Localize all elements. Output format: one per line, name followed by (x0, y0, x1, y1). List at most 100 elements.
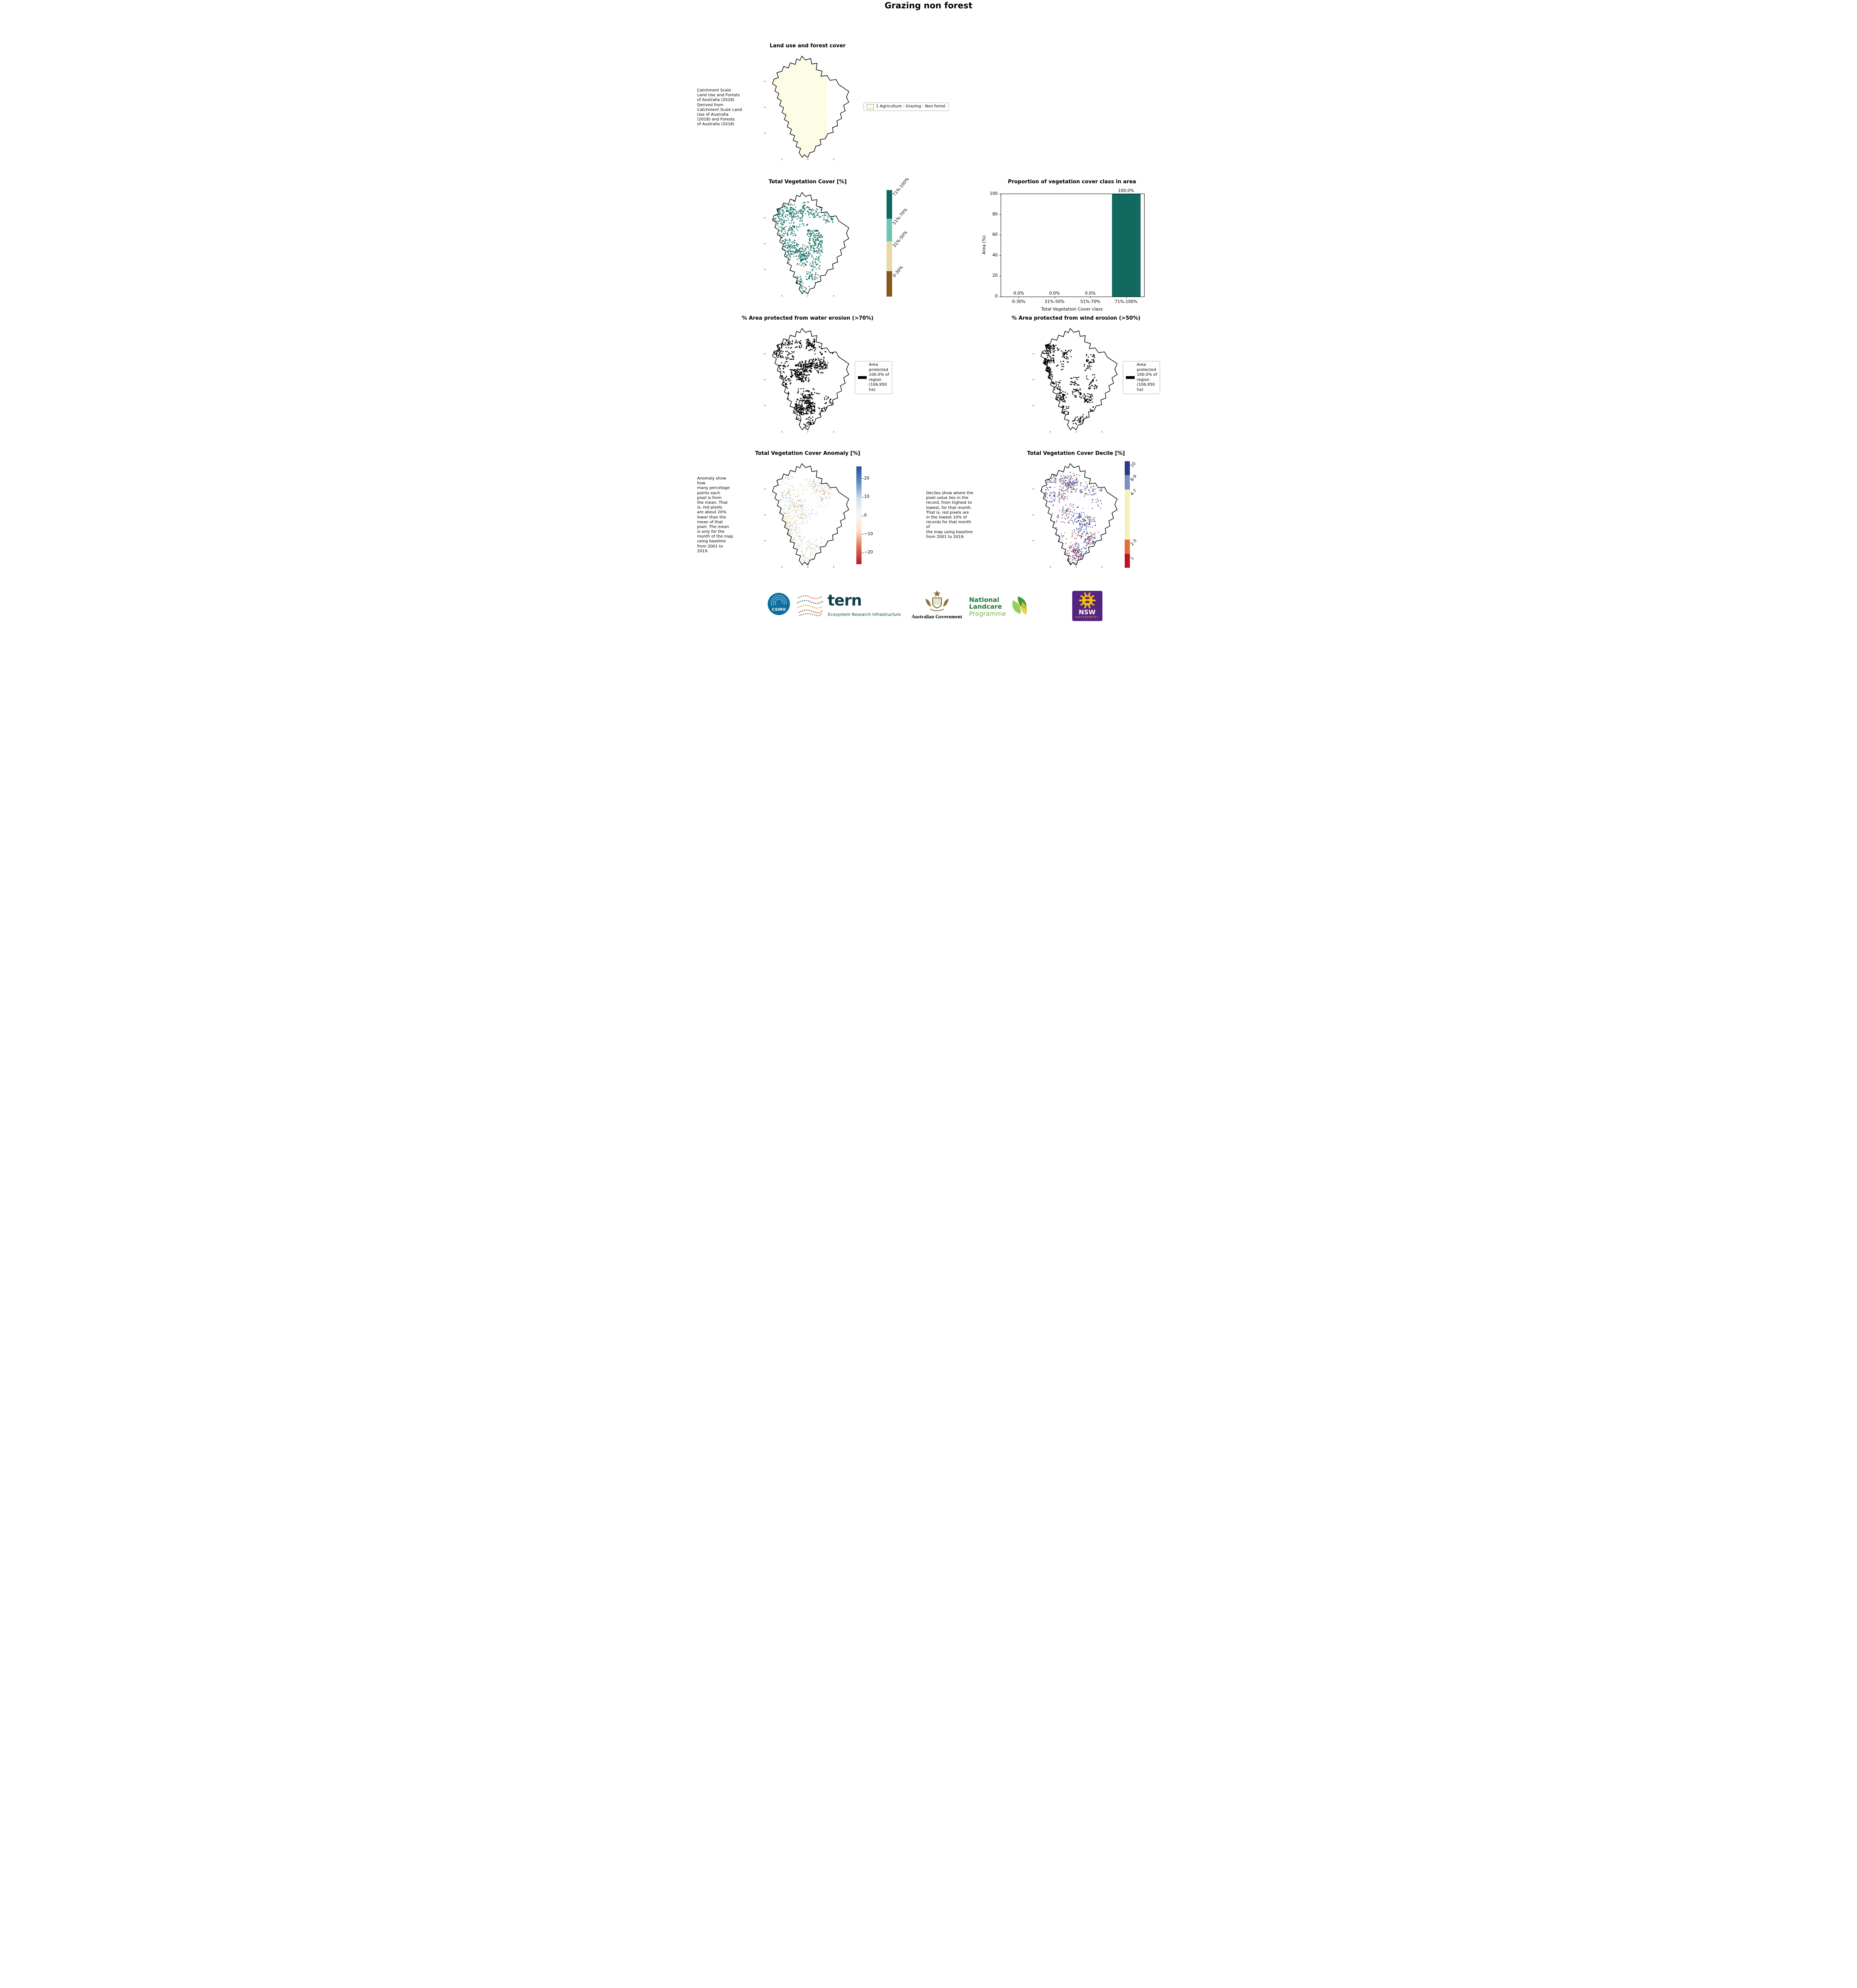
map-speckle-layer (1040, 336, 1102, 430)
landuse-caption: Catchment Scale Land Use and Forests of … (697, 88, 742, 127)
catchment-boundary (772, 463, 849, 565)
nsw-waratah-icon (1079, 592, 1096, 609)
bar (1112, 194, 1141, 297)
page-title: Grazing non forest (885, 1, 972, 10)
water-erosion-map (764, 328, 849, 433)
colorbar-tick-label: 4-7 (1129, 488, 1138, 497)
anomaly-colorbar-tick: 10 (862, 495, 869, 499)
wind-erosion-map (1032, 328, 1118, 433)
anomaly-colorbar-tick: 0 (862, 513, 867, 518)
decile-map (1032, 463, 1118, 568)
y-tick-label: 0 (995, 294, 1001, 299)
landuse-title: Land use and forest cover (770, 43, 846, 49)
bar-value-label: 0.0% (1049, 291, 1060, 296)
anomaly-title: Total Vegetation Cover Anomaly [%] (755, 450, 860, 456)
catchment-boundary (1040, 463, 1118, 565)
y-tick-label: 20 (992, 274, 1001, 278)
colorbar-segment (1124, 475, 1130, 489)
colorbar-tick-label: 8-9 (1129, 474, 1138, 482)
australian-government-label: Australian Government (911, 614, 962, 619)
landcare-line-1: National (969, 596, 999, 604)
wind-erosion-legend: Area protected 100.0% of region (106,950… (1122, 361, 1160, 394)
map-axis-ticks (1032, 353, 1102, 433)
colorbar-segment (1124, 539, 1130, 554)
x-tick-label: 71%-100% (1115, 297, 1137, 304)
map-axis-ticks (764, 81, 834, 160)
report-page: Grazing non forest Land use and forest c… (696, 0, 1161, 628)
colorbar-tick-label: 10 (1129, 461, 1137, 468)
wind-legend-swatch (1125, 376, 1135, 379)
map-axis-ticks (764, 353, 834, 433)
csiro-logo: CSIRO (767, 593, 790, 615)
bar-value-label: 0.0% (1085, 291, 1096, 296)
wind-erosion-title: % Area protected from wind erosion (>50%… (1011, 315, 1141, 321)
wind-legend-text: Area protected 100.0% of region (106,950… (1137, 363, 1157, 392)
map-speckle-layer (772, 198, 834, 294)
water-erosion-legend: Area protected 100.0% of region (106,950… (854, 361, 893, 394)
y-tick-label: 60 (992, 233, 1001, 237)
tern-tagline: Ecosystem Research Infrastructure (828, 612, 901, 617)
anomaly-colorbar-tick: 20 (862, 476, 869, 481)
tvc-map-title: Total Vegetation Cover [%] (768, 179, 847, 185)
x-tick-label: 51%-70% (1080, 297, 1100, 304)
decile-caption: Deciles show where the pixel value lies … (926, 491, 974, 539)
tvc-map (764, 192, 849, 297)
anomaly-colorbar-tick: −20 (862, 550, 873, 555)
bar-value-label: 100.0% (1118, 188, 1134, 193)
water-erosion-title: % Area protected from water erosion (>70… (741, 315, 874, 321)
anomaly-caption: Anomaly show how many percetage points e… (697, 476, 733, 553)
tern-dot-art (797, 595, 823, 616)
nsw-label: NSW (1079, 608, 1096, 616)
catchment-boundary (772, 192, 849, 294)
water-legend-text: Area protected 100.0% of region (106,950… (869, 363, 889, 392)
colorbar-segment (886, 271, 892, 297)
decile-title: Total Vegetation Cover Decile [%] (1027, 450, 1125, 456)
tern-logo-text: tern (827, 592, 862, 609)
colorbar-tick-label: 2-3 (1129, 538, 1138, 547)
map-axis-ticks (764, 489, 834, 568)
landuse-map (764, 56, 849, 160)
map-axis-ticks (1032, 489, 1102, 568)
catchment-boundary (1040, 328, 1118, 430)
nsw-government-logo: NSW GOVERNMENT (1072, 591, 1102, 621)
map-speckle-layer (772, 337, 834, 430)
colorbar-tick-label: 71%-100% (891, 177, 910, 197)
x-tick-label: 31%-50% (1044, 297, 1065, 304)
y-tick-label: 40 (992, 253, 1001, 258)
colorbar-segment (1124, 489, 1130, 540)
tvc-colorbar: 71%-100% 51%-70% 31%-50% 0-30% (886, 177, 910, 297)
colorbar-tick-label: 1 (1129, 556, 1135, 561)
x-tick-label: 0-30% (1012, 297, 1025, 304)
decile-colorbar: 10 8-9 4-7 2-3 1 (1124, 461, 1137, 568)
landuse-legend-label: 1 Agriculture - Grazing - Non forest (876, 104, 946, 109)
y-axis-label: Area (%) (981, 235, 986, 254)
anomaly-colorbar: 20 10 0 −10 −20 (856, 462, 873, 569)
map-axis-ticks (764, 217, 834, 297)
y-tick-label: 100 (990, 192, 1001, 196)
colorbar-tick-label: 0-30% (891, 264, 904, 278)
y-tick-label: 80 (992, 212, 1001, 217)
catchment-boundary (772, 56, 849, 158)
colorbar-segment (886, 190, 892, 219)
landcare-logo-text: National Landcare Programme (969, 596, 1006, 617)
proportion-chart-title: Proportion of vegetation cover class in … (1008, 179, 1136, 185)
colorbar-segment (1124, 554, 1130, 568)
map-speckle-layer (1040, 472, 1102, 565)
nsw-sublabel: GOVERNMENT (1075, 616, 1099, 619)
map-speckle-layer (772, 56, 830, 157)
anomaly-map (764, 463, 849, 568)
colorbar-segment (886, 219, 892, 241)
colorbar-tick-label: 51%-70% (891, 207, 908, 226)
australian-government-crest (925, 590, 949, 611)
colorbar-tick-label: 31%-50% (891, 230, 908, 248)
csiro-label: CSIRO (772, 608, 786, 612)
anomaly-colorbar-tick: −10 (862, 532, 873, 536)
proportion-bar-chart: 0 20 40 60 80 100 0.0% 0-30% 0.0% 31%-50% 0.0% 51%-… (990, 188, 1145, 304)
x-axis-label: Total Vegetation Cover class (1041, 307, 1103, 312)
landuse-legend-swatch (866, 104, 874, 109)
landcare-leaf-logo (1012, 596, 1027, 615)
colorbar-segment (1124, 461, 1130, 475)
bar-value-label: 0.0% (1013, 291, 1024, 296)
anomaly-colorbar-gradient (856, 466, 862, 564)
landcare-line-2: Landcare (969, 603, 1002, 611)
